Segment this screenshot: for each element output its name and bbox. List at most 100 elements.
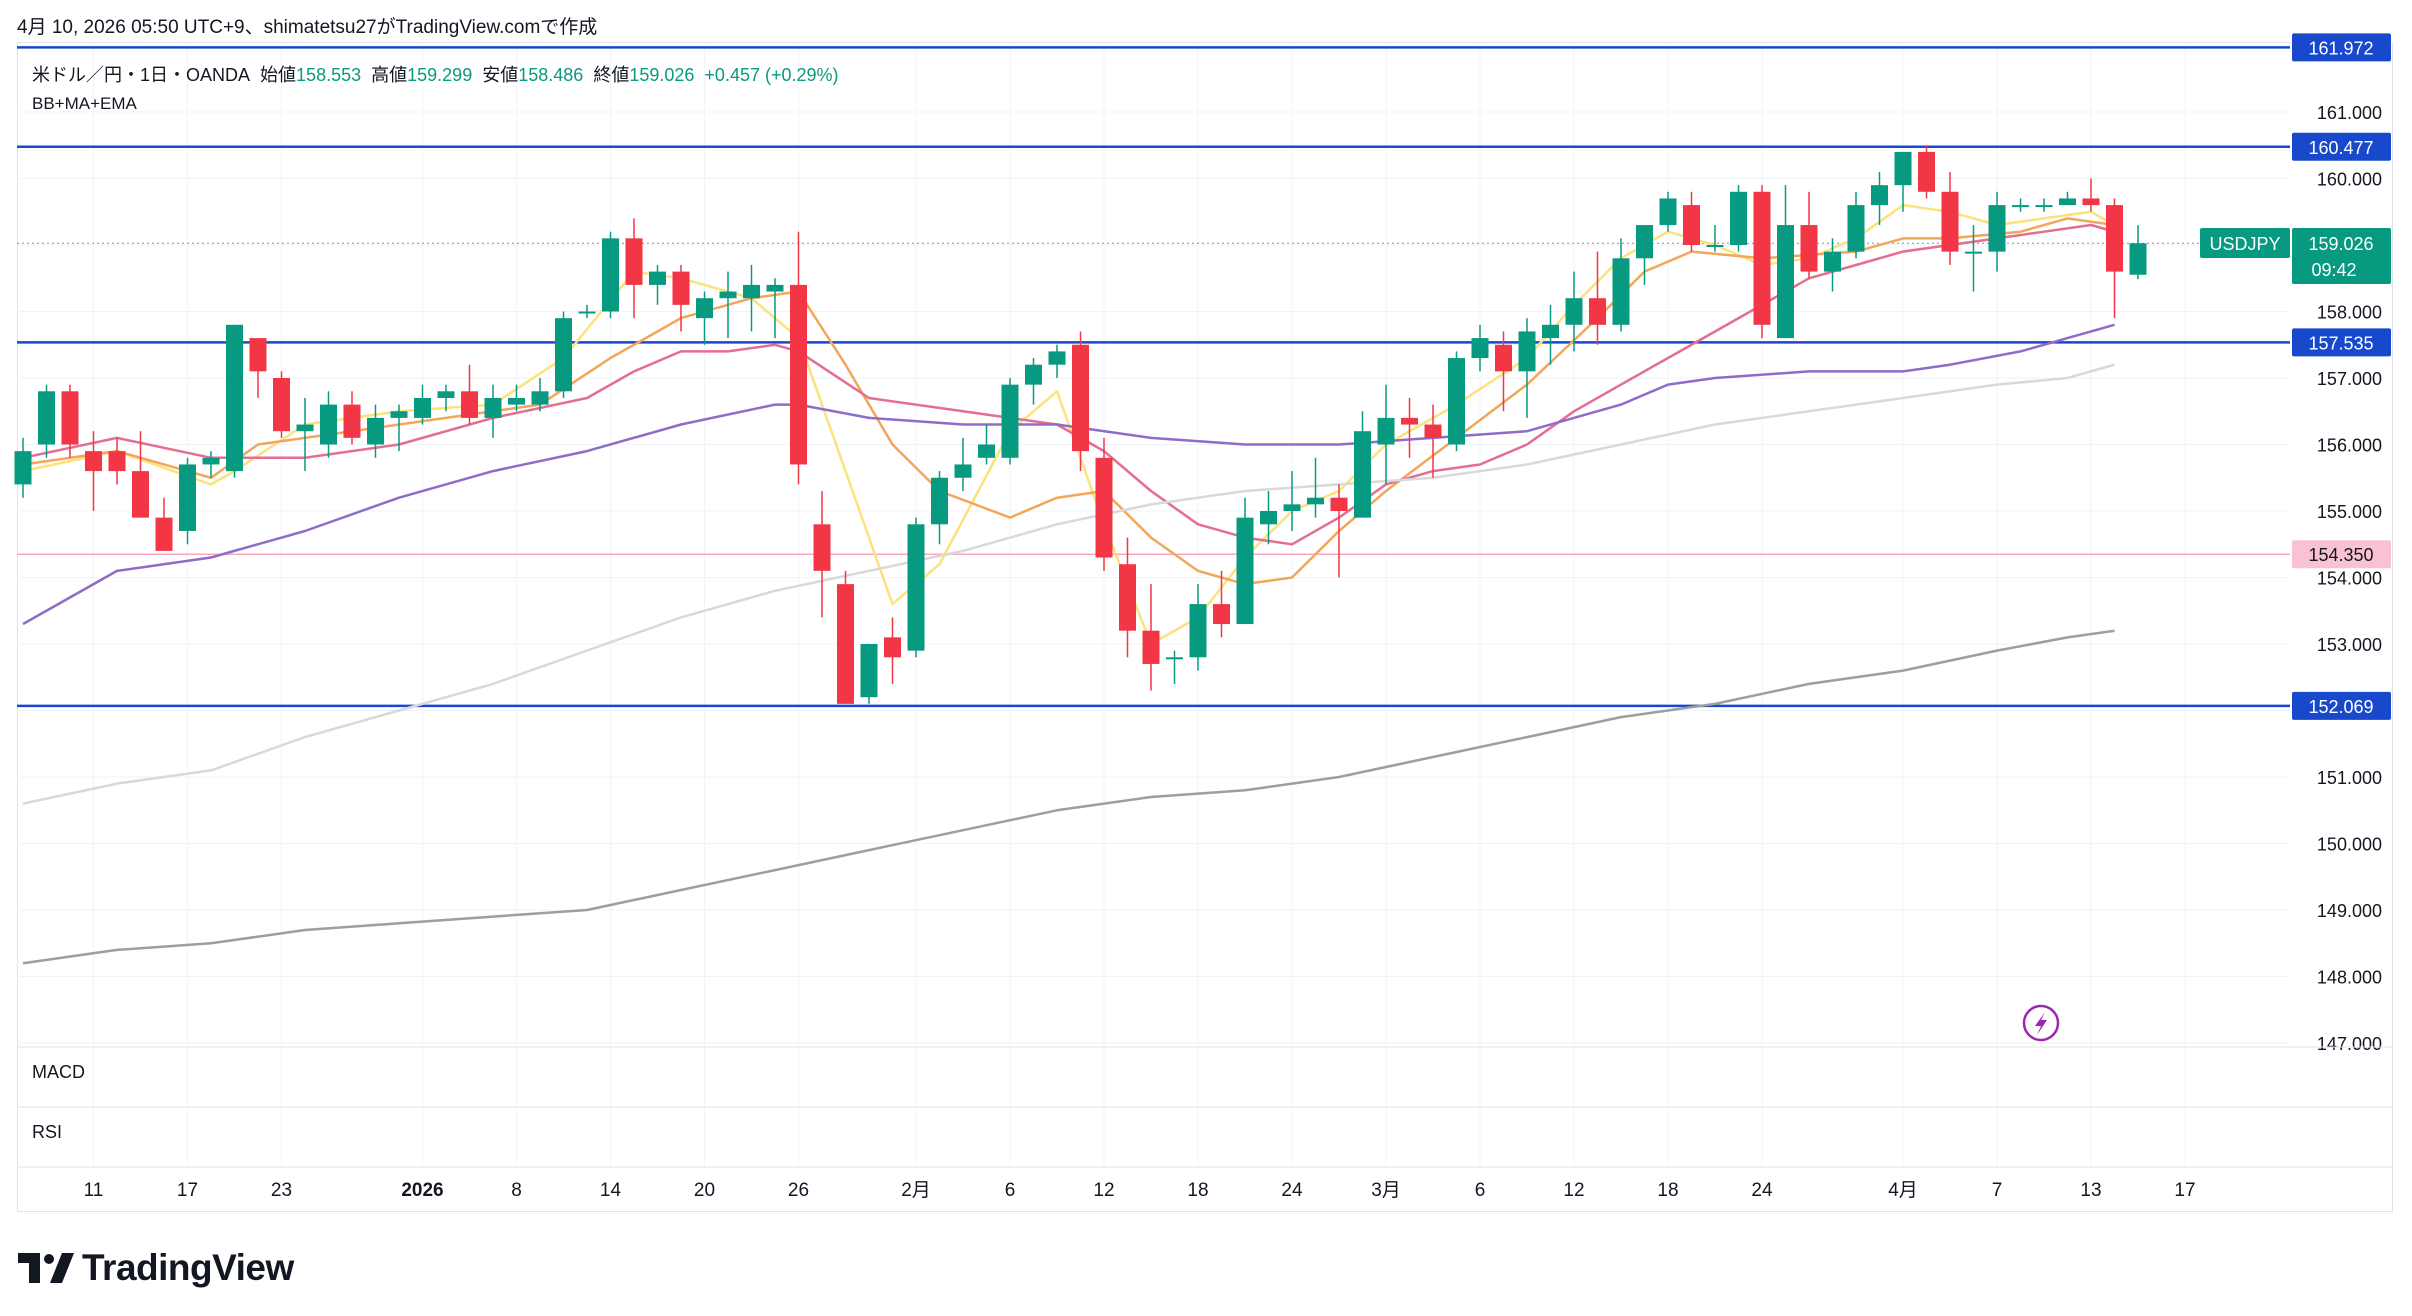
candle-up <box>1706 245 1724 247</box>
level-price-tag <box>2292 132 2391 161</box>
candle-down <box>61 391 79 445</box>
y-tick-label: 158.000 <box>2317 303 2382 323</box>
candle-up <box>1777 225 1794 339</box>
y-tick-label: 150.000 <box>2317 835 2382 855</box>
candle-down <box>1142 630 1160 664</box>
level-price-label: 161.972 <box>2308 38 2373 58</box>
x-tick-label: 20 <box>694 1180 715 1201</box>
x-tick-label: 17 <box>2174 1180 2195 1201</box>
candle-up <box>508 397 525 405</box>
y-tick-label: 153.000 <box>2317 635 2382 655</box>
candle-down <box>790 284 807 465</box>
candle-up <box>743 284 760 299</box>
candle-down <box>625 238 643 285</box>
candle-up <box>484 397 502 418</box>
x-tick-label: 6 <box>1005 1180 1016 1201</box>
candle-up <box>1354 431 1371 518</box>
candle-up <box>1377 417 1395 445</box>
candle-up <box>367 417 384 445</box>
price-tag-symbol: USDJPY <box>2209 234 2280 254</box>
change-value: +0.457 (+0.29%) <box>704 65 839 85</box>
symbol-line: 米ドル／円・1日・OANDA <box>32 65 251 85</box>
candle-down <box>884 637 901 658</box>
x-tick-label: 13 <box>2080 1180 2101 1201</box>
candle-down <box>1072 344 1089 452</box>
y-tick-label: 148.000 <box>2317 968 2382 988</box>
candle-up <box>555 318 572 392</box>
candle-up <box>1871 185 1888 206</box>
candle-up <box>2012 205 2029 208</box>
y-tick-label: 161.000 <box>2317 103 2382 123</box>
candle-up <box>649 271 666 285</box>
low-label: 安値 <box>482 65 519 85</box>
candle-up <box>1730 191 1747 245</box>
indicator-legend[interactable]: BB+MA+EMA <box>32 94 137 113</box>
candle-down <box>1918 151 1935 192</box>
y-tick-label: 151.000 <box>2317 768 2382 788</box>
candle-down <box>1213 604 1230 625</box>
candle-down <box>249 338 267 372</box>
candle-up <box>226 324 243 472</box>
candle-down <box>155 517 173 551</box>
candle-up <box>202 457 220 465</box>
level-price-label: 152.069 <box>2308 697 2373 717</box>
candle-up <box>1518 331 1536 372</box>
tradingview-logo-text: TradingView <box>82 1247 294 1288</box>
candle-down <box>1119 564 1136 631</box>
open-value: 158.553 <box>296 65 362 85</box>
candle-up <box>1448 358 1465 445</box>
level-price-tag <box>2292 33 2391 62</box>
candle-down <box>1095 457 1113 558</box>
price-tag-countdown: 09:42 <box>2311 260 2356 280</box>
tradingview-logo-icon <box>18 1253 74 1283</box>
candle-down <box>1941 191 1959 252</box>
candle-up <box>1824 251 1841 272</box>
candle-up <box>696 298 713 319</box>
x-tick-label: 14 <box>600 1180 622 1201</box>
x-tick-label: 7 <box>1992 1180 2003 1201</box>
macd-pane-label[interactable]: MACD <box>32 1062 85 1082</box>
level-price-label: 154.350 <box>2308 545 2373 565</box>
level-price-tag <box>2292 540 2391 569</box>
candle-up <box>2129 243 2147 275</box>
horizontal-levels <box>17 46 2290 708</box>
candle-up <box>1189 604 1207 658</box>
x-tick-label: 6 <box>1475 1180 1486 1201</box>
chart-credit: 4月 10, 2026 05:50 UTC+9、shimatetsu27がTra… <box>17 17 598 38</box>
y-tick-label: 147.000 <box>2317 1034 2382 1054</box>
open-label: 始値 <box>260 65 297 85</box>
candle-down <box>1330 497 1348 511</box>
y-tick-label: 154.000 <box>2317 569 2382 589</box>
candle-up <box>38 391 55 445</box>
tradingview-logo[interactable]: TradingView <box>18 1247 294 1289</box>
x-tick-label: 24 <box>1281 1180 1303 1201</box>
candle-down <box>1401 417 1418 425</box>
rsi-pane-label[interactable]: RSI <box>32 1122 63 1142</box>
candle-up <box>954 464 972 478</box>
y-tick-label: 156.000 <box>2317 436 2382 456</box>
candle-up <box>14 451 32 485</box>
x-tick-label: 12 <box>1563 1180 1584 1201</box>
candle-up <box>296 424 314 432</box>
high-value: 159.299 <box>407 65 473 85</box>
x-tick-label: 18 <box>1657 1180 1678 1201</box>
candle-up <box>1542 324 1559 339</box>
level-price-label: 157.535 <box>2308 333 2373 353</box>
close-label: 終値 <box>593 65 630 85</box>
lightning-icon[interactable] <box>2022 1004 2060 1042</box>
candle-up <box>1659 198 1677 226</box>
x-tick-label: 12 <box>1093 1180 1114 1201</box>
candle-up <box>907 524 925 651</box>
candle-up <box>578 311 596 314</box>
ma-line <box>22 323 2115 626</box>
y-tick-label: 157.000 <box>2317 369 2382 389</box>
candle-up <box>390 411 408 418</box>
price-axis: 147.000 148.000 149.000 150.000 151.000 152.0… <box>2292 33 2391 1054</box>
candle-up <box>1565 298 1583 325</box>
time-axis: 11 17 23 2026 8 14 20 26 2月 6 12 18 24 3月 6 12 18 24 4月 7 13… <box>84 1180 2196 1201</box>
candle-down <box>1683 205 1700 245</box>
candle-down <box>1589 298 1606 325</box>
candle-up <box>2059 198 2076 206</box>
candle-down <box>1424 424 1442 438</box>
